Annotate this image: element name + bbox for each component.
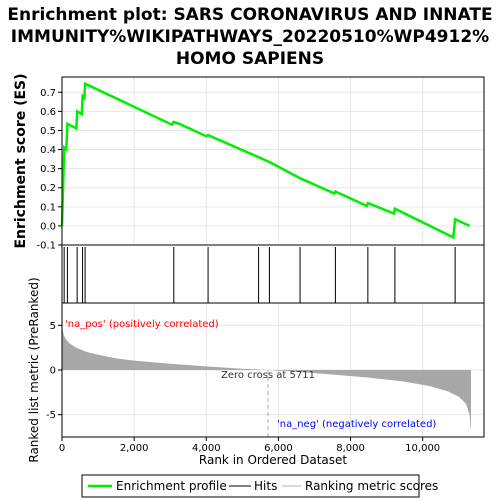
metric-panel-frame bbox=[61, 302, 485, 438]
x-tick-label: 6,000 bbox=[264, 443, 293, 454]
hits-panel bbox=[61, 244, 485, 304]
es-tick-label: -0.1 bbox=[36, 241, 56, 252]
hits-group bbox=[63, 247, 456, 303]
x-tick-label: 4,000 bbox=[192, 443, 221, 454]
x-tick-label: 0 bbox=[59, 443, 65, 454]
x-tick-label: 10,000 bbox=[405, 443, 440, 454]
chart-title-line-1: Enrichment plot: SARS CORONAVIRUS AND IN… bbox=[7, 5, 492, 25]
es-tick-label: 0.0 bbox=[40, 221, 56, 232]
enrichment-profile-line bbox=[60, 81, 471, 240]
es-tick-label: 0.5 bbox=[40, 126, 56, 137]
metric-tick-label: 5 bbox=[50, 321, 56, 332]
legend-label-hits: Hits bbox=[254, 479, 277, 493]
pos-label: 'na_pos' (positively correlated) bbox=[65, 319, 219, 330]
legend-label-enrichment-profile: Enrichment profile bbox=[116, 479, 227, 493]
es-tick-label: 0.4 bbox=[40, 145, 56, 156]
metric-y-ticks: -5 0 5 bbox=[46, 321, 62, 421]
x-axis-ticks: 0 2,000 4,000 6,000 8,000 10,000 bbox=[59, 437, 440, 454]
es-tick-label: 0.7 bbox=[40, 88, 56, 99]
x-tick-label: 2,000 bbox=[120, 443, 149, 454]
es-y-ticks: -0.1 0.0 0.1 0.2 0.3 0.4 0.5 0.6 0.7 bbox=[36, 88, 62, 252]
es-tick-label: 0.6 bbox=[40, 107, 56, 118]
x-axis-label: Rank in Ordered Dataset bbox=[199, 453, 347, 467]
legend-label-ranking-metric: Ranking metric scores bbox=[305, 479, 438, 493]
es-ylabel: Enrichment score (ES) bbox=[13, 73, 29, 248]
chart-title-line-2: IMMUNITY%WIKIPATHWAYS_20220510%WP4912% bbox=[11, 27, 489, 47]
ranking-metric-area bbox=[62, 320, 471, 433]
metric-tick-label: 0 bbox=[50, 366, 56, 377]
es-tick-label: 0.1 bbox=[40, 202, 56, 213]
zero-cross-label: Zero cross at 5711 bbox=[221, 370, 315, 381]
es-tick-label: 0.3 bbox=[40, 164, 56, 175]
neg-label: 'na_neg' (negatively correlated) bbox=[277, 419, 436, 430]
metric-tick-label: -5 bbox=[46, 410, 56, 421]
chart-title-line-3: HOMO SAPIENS bbox=[176, 49, 324, 69]
x-tick-label: 8,000 bbox=[336, 443, 365, 454]
metric-ylabel: Ranked list metric (PreRanked) bbox=[27, 277, 41, 462]
es-tick-label: 0.2 bbox=[40, 183, 56, 194]
